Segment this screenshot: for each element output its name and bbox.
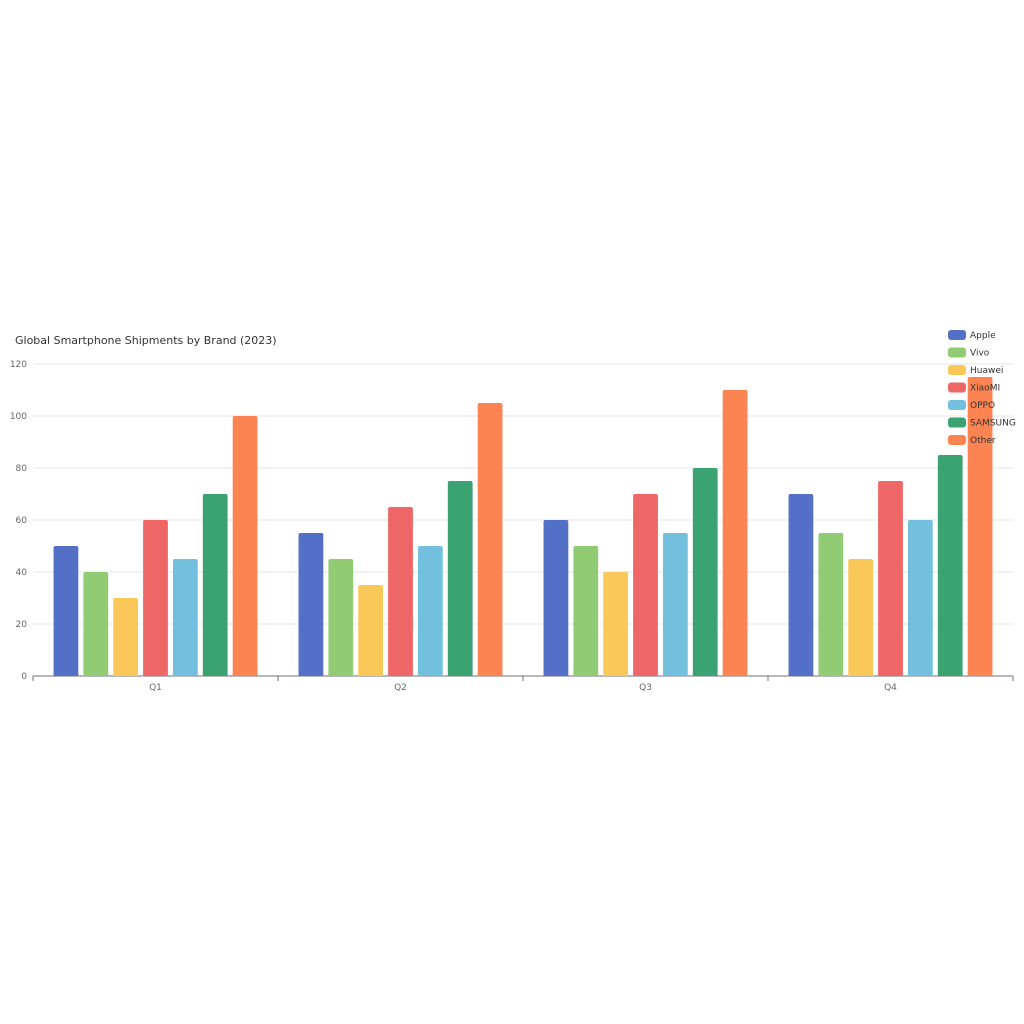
bar-xiaomi-q1 <box>143 520 168 676</box>
chart-title: Global Smartphone Shipments by Brand (20… <box>15 334 277 347</box>
legend-label: OPPO <box>970 401 995 411</box>
legend-swatch <box>948 400 966 410</box>
legend-item-oppo[interactable]: OPPO <box>948 400 995 411</box>
x-tick-label: Q1 <box>149 683 162 693</box>
y-tick-label: 20 <box>16 620 28 630</box>
bar-xiaomi-q4 <box>878 481 903 676</box>
bar-other-q1 <box>232 416 258 676</box>
legend-item-huawei[interactable]: Huawei <box>948 365 1003 376</box>
bar-samsung-q4 <box>937 455 963 676</box>
bar-huawei-q2 <box>358 585 384 676</box>
bar-vivo-q2 <box>328 559 354 676</box>
legend-item-samsung[interactable]: SAMSUNG <box>948 417 1016 429</box>
y-tick-label: 0 <box>21 672 27 682</box>
y-tick-label: 100 <box>10 412 27 422</box>
x-tick-label: Q3 <box>639 683 652 693</box>
legend[interactable]: Apple Vivo Huawei XiaoMI OPPO SAMSUNG Other <box>948 330 1016 446</box>
legend-swatch <box>948 417 966 428</box>
bar-oppo-q2 <box>417 546 443 676</box>
bar-huawei-q4 <box>848 559 874 676</box>
y-tick-label: 80 <box>16 464 28 474</box>
bar-other-q3 <box>722 390 748 676</box>
bar-oppo-q3 <box>662 533 688 676</box>
bar-other-q4 <box>967 377 993 676</box>
bars <box>53 377 993 676</box>
bar-samsung-q2 <box>447 481 473 676</box>
y-tick-label: 120 <box>10 360 27 370</box>
legend-item-other[interactable]: Other <box>948 435 996 446</box>
legend-label: SAMSUNG <box>970 419 1016 429</box>
bar-vivo-q1 <box>83 572 109 676</box>
bar-apple-q1 <box>53 546 79 676</box>
bar-apple-q3 <box>543 520 569 676</box>
legend-item-apple[interactable]: Apple <box>948 330 996 341</box>
y-tick-label: 60 <box>16 516 28 526</box>
bar-huawei-q1 <box>113 598 139 676</box>
legend-label: Other <box>970 436 996 446</box>
y-tick-label: 40 <box>16 568 28 578</box>
bar-apple-q4 <box>788 494 814 676</box>
x-tick-label: Q2 <box>394 683 407 693</box>
bar-samsung-q3 <box>692 468 718 676</box>
x-tick-label: Q4 <box>884 683 897 693</box>
bar-samsung-q1 <box>202 494 228 676</box>
bar-xiaomi-q2 <box>388 507 413 676</box>
legend-label: Huawei <box>970 366 1003 376</box>
legend-item-vivo[interactable]: Vivo <box>948 347 990 359</box>
legend-label: XiaoMI <box>970 384 1000 394</box>
bar-oppo-q1 <box>172 559 198 676</box>
legend-label: Vivo <box>970 349 990 359</box>
bar-apple-q2 <box>298 533 324 676</box>
bar-oppo-q4 <box>907 520 933 676</box>
bar-xiaomi-q3 <box>633 494 658 676</box>
legend-item-xiaomi[interactable]: XiaoMI <box>948 382 1000 394</box>
legend-swatch <box>948 382 966 393</box>
legend-swatch <box>948 435 966 445</box>
legend-label: Apple <box>970 331 996 341</box>
bar-huawei-q3 <box>603 572 629 676</box>
legend-swatch <box>948 330 966 340</box>
bar-other-q2 <box>477 403 503 676</box>
bar-vivo-q3 <box>573 546 599 676</box>
legend-swatch <box>948 347 966 358</box>
bar-vivo-q4 <box>818 533 844 676</box>
legend-swatch <box>948 365 966 375</box>
